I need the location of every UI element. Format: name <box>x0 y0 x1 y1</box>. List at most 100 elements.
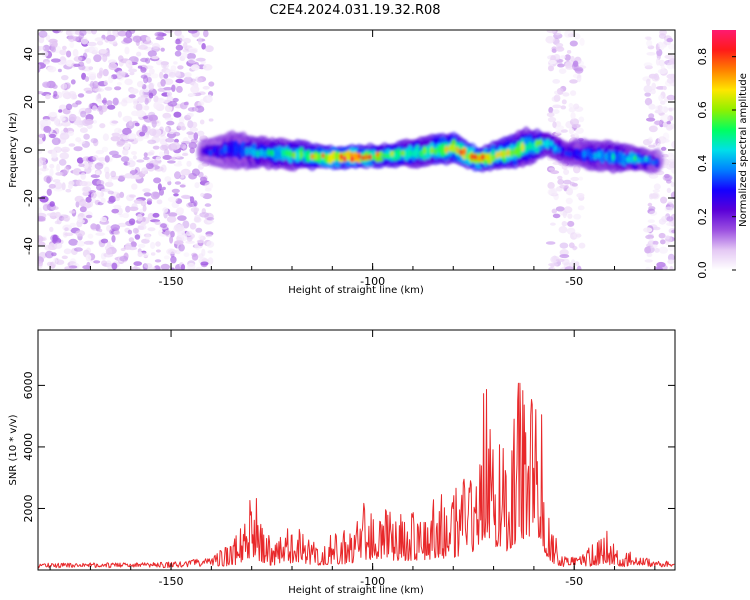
noise-blob <box>38 46 46 51</box>
trace-cell <box>593 152 597 161</box>
noise-blob <box>186 160 192 167</box>
trace-cell <box>208 149 213 157</box>
trace-cell <box>491 154 496 162</box>
noise-blob <box>59 152 70 160</box>
noise-blob <box>129 88 139 95</box>
trace-cell <box>357 153 362 160</box>
noise-blob <box>38 63 41 70</box>
noise-blob <box>82 186 92 192</box>
noise-blob <box>104 181 114 188</box>
noise-blob <box>173 193 179 197</box>
noise-blob <box>163 255 170 260</box>
noise-blob <box>38 138 44 145</box>
noise-blob <box>201 43 206 50</box>
noise-blob <box>577 205 585 211</box>
noise-blob <box>58 159 67 166</box>
noise-blob <box>45 94 51 100</box>
noise-blob <box>166 215 177 223</box>
noise-blob <box>161 186 166 191</box>
noise-blob <box>668 107 673 112</box>
noise-blob <box>562 92 570 97</box>
noise-blob <box>55 211 61 218</box>
noise-blob <box>670 191 675 200</box>
noise-blob <box>208 118 214 122</box>
noise-blob <box>46 212 57 217</box>
noise-blob <box>191 121 198 128</box>
noise-blob <box>200 261 209 266</box>
noise-blob <box>659 30 667 36</box>
trace-cell <box>506 148 510 157</box>
snr-y-axis-label: SNR (10 * v/v) <box>8 414 19 485</box>
trace-cell <box>216 148 220 157</box>
noise-blob <box>670 73 675 82</box>
noise-blob <box>666 179 672 184</box>
trace-cell <box>520 142 525 152</box>
trace-cell <box>462 148 467 156</box>
noise-blob <box>59 117 66 122</box>
noise-blob <box>655 57 661 66</box>
noise-blob <box>67 34 76 43</box>
noise-blob <box>552 79 561 84</box>
noise-blob <box>202 193 213 200</box>
noise-blob <box>566 227 576 235</box>
noise-blob <box>52 84 58 89</box>
noise-blob <box>104 171 110 180</box>
noise-blob <box>68 113 77 122</box>
noise-blob <box>79 127 88 133</box>
noise-blob <box>127 160 136 168</box>
noise-blob <box>181 141 191 145</box>
spectrogram-y-axis-label: Frequency (Hz) <box>8 112 19 188</box>
noise-blob <box>135 136 144 142</box>
noise-blob <box>574 261 580 267</box>
trace-cell <box>517 145 521 156</box>
noise-blob <box>658 218 667 225</box>
trace-cell <box>495 151 500 159</box>
noise-blob <box>671 229 675 234</box>
noise-blob <box>61 75 69 81</box>
trace-cell <box>415 148 420 156</box>
noise-blob <box>163 86 173 92</box>
noise-blob <box>169 236 174 244</box>
noise-blob <box>181 152 189 157</box>
noise-blob <box>179 170 189 176</box>
noise-blob <box>68 91 77 97</box>
noise-blob <box>163 73 169 79</box>
colorbar: 0.0 0.2 0.4 0.6 0.8 Normalized spectral ampl… <box>696 30 749 279</box>
noise-blob <box>76 157 84 164</box>
noise-blob <box>145 36 151 42</box>
noise-blob <box>199 119 205 125</box>
trace-cell <box>455 146 460 154</box>
noise-blob <box>112 97 119 106</box>
noise-blob <box>569 40 578 47</box>
noise-blob <box>97 105 103 111</box>
noise-blob <box>159 138 168 146</box>
noise-blob <box>85 214 93 219</box>
noise-blob <box>564 30 572 38</box>
trace-cell <box>470 153 474 160</box>
noise-blob <box>660 65 665 70</box>
noise-blob <box>555 43 564 48</box>
noise-blob <box>573 213 582 220</box>
noise-blob <box>573 68 583 72</box>
noise-blob <box>654 120 663 126</box>
noise-blob <box>122 148 129 156</box>
noise-blob <box>117 111 122 118</box>
noise-blob <box>572 60 579 67</box>
noise-blob <box>42 164 47 170</box>
noise-blob <box>142 115 149 120</box>
noise-blob <box>46 176 51 184</box>
noise-blob <box>194 182 200 189</box>
noise-blob <box>139 89 145 97</box>
trace-cell <box>339 153 344 160</box>
noise-blob <box>643 227 653 233</box>
noise-blob <box>55 259 65 265</box>
noise-blob <box>661 146 667 151</box>
noise-blob <box>79 180 88 187</box>
noise-blob <box>206 240 215 248</box>
trace-cell <box>252 148 256 157</box>
noise-blob <box>168 71 177 78</box>
noise-blob <box>78 163 85 167</box>
noise-blob <box>664 175 672 181</box>
noise-blob <box>173 61 178 65</box>
